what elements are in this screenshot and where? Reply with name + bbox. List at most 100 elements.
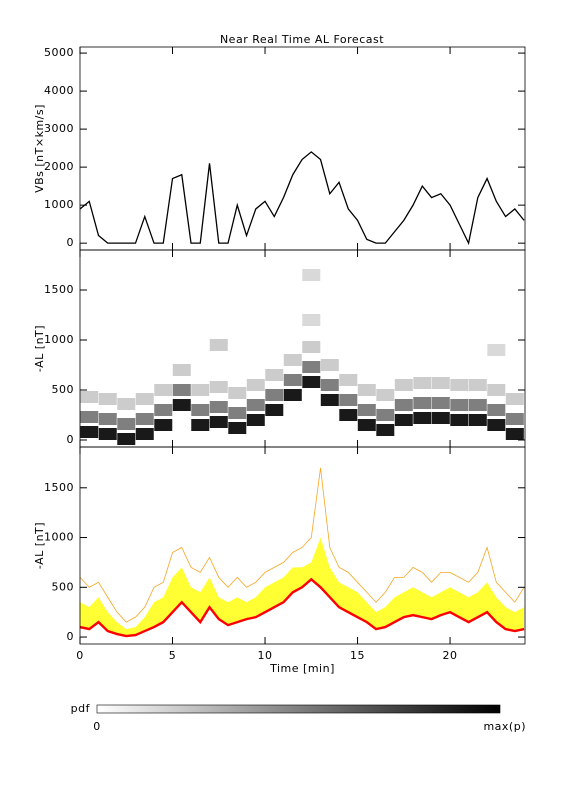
pdf-cell xyxy=(487,344,506,356)
x-tick-label: 0 xyxy=(76,649,84,662)
pdf-cell xyxy=(246,399,265,411)
pdf-cell xyxy=(209,381,228,393)
pdf-cell xyxy=(320,394,339,406)
line xyxy=(80,151,525,246)
pdf-cell xyxy=(376,424,395,436)
pdf-cell xyxy=(246,379,265,391)
y-tick-label: 1500 xyxy=(44,283,74,296)
pdf-cell xyxy=(283,389,302,401)
pdf-cell xyxy=(357,404,376,416)
pdf-cell xyxy=(357,384,376,396)
pdf-cell xyxy=(209,339,228,351)
pdf-cell xyxy=(80,391,99,403)
pdf-cell xyxy=(339,394,358,406)
pdf-cell xyxy=(283,374,302,386)
pdf-cell xyxy=(228,407,247,419)
pdf-cell xyxy=(302,376,321,388)
y-tick-label: 500 xyxy=(52,383,75,396)
pdf-cell xyxy=(191,404,210,416)
pdf-cell xyxy=(376,409,395,421)
y-tick-label: 4000 xyxy=(44,84,74,97)
pdf-cell xyxy=(431,397,450,409)
pdf-cell xyxy=(265,389,284,401)
pdf-cell xyxy=(357,419,376,431)
pdf-cell xyxy=(505,428,524,440)
pdf-cell xyxy=(135,428,154,440)
y-tick-label: 1500 xyxy=(44,481,74,494)
pdf-cell xyxy=(339,409,358,421)
pdf-cell xyxy=(209,416,228,428)
x-tick-label: 10 xyxy=(258,649,273,662)
y-tick-label: 500 xyxy=(52,580,75,593)
chart-title: Near Real Time AL Forecast xyxy=(220,33,384,46)
pdf-cell xyxy=(117,433,136,445)
pdf-cell xyxy=(302,341,321,353)
pdf-cell xyxy=(154,384,173,396)
pdf-cell xyxy=(505,413,524,425)
pdf-cell xyxy=(413,377,432,389)
y-tick-label: 1000 xyxy=(44,531,74,544)
pdf-cell xyxy=(154,419,173,431)
pdf-cell xyxy=(413,397,432,409)
colorbar-max: max(p) xyxy=(483,720,526,733)
y-tick-label: 5000 xyxy=(44,46,74,59)
line xyxy=(80,467,525,623)
x-tick-label: 20 xyxy=(443,649,458,662)
pdf-cell xyxy=(265,404,284,416)
y-axis-label: -AL [nT] xyxy=(33,325,46,372)
colorbar-min: 0 xyxy=(93,720,101,733)
pdf-cell xyxy=(505,393,524,405)
pdf-cell xyxy=(172,364,191,376)
pdf-cell xyxy=(283,354,302,366)
pdf-cell xyxy=(302,269,321,281)
pdf-cell xyxy=(172,399,191,411)
pdf-cell xyxy=(468,379,487,391)
pdf-cell xyxy=(320,379,339,391)
pdf-cell xyxy=(117,418,136,430)
pdf-cell xyxy=(468,399,487,411)
pdf-cell xyxy=(487,384,506,396)
pdf-cell xyxy=(98,413,117,425)
pdf-cell xyxy=(394,414,413,426)
y-tick-label: 3000 xyxy=(44,122,74,135)
pdf-cell xyxy=(172,384,191,396)
y-tick-label: 1000 xyxy=(44,333,74,346)
colorbar xyxy=(96,704,501,714)
plot-area xyxy=(80,151,525,246)
plot-area xyxy=(80,269,524,445)
pdf-cell xyxy=(80,411,99,423)
pdf-cell xyxy=(209,401,228,413)
pdf-cell xyxy=(487,419,506,431)
pdf-cell xyxy=(468,414,487,426)
line xyxy=(80,577,525,638)
pdf-cell xyxy=(117,398,136,410)
pdf-cell xyxy=(135,393,154,405)
pdf-cell xyxy=(191,384,210,396)
x-tick-label: 5 xyxy=(169,649,177,662)
frame xyxy=(79,446,526,645)
pdf-cell xyxy=(487,404,506,416)
y-tick-label: 0 xyxy=(67,433,75,446)
pdf-cell xyxy=(154,404,173,416)
pdf-cell xyxy=(450,414,469,426)
pdf-cell xyxy=(228,422,247,434)
x-tick-label: 15 xyxy=(350,649,365,662)
y-tick-label: 1000 xyxy=(44,198,74,211)
pdf-cell xyxy=(450,379,469,391)
plot-area xyxy=(80,467,525,638)
pdf-cell xyxy=(191,419,210,431)
pdf-cell xyxy=(320,359,339,371)
colorbar-label: pdf xyxy=(71,702,91,715)
pdf-cell xyxy=(302,361,321,373)
pdf-cell xyxy=(394,379,413,391)
y-tick-label: 2000 xyxy=(44,160,74,173)
pdf-cell xyxy=(302,314,321,326)
pdf-cell xyxy=(339,374,358,386)
pdf-cell xyxy=(98,393,117,405)
y-tick-label: 0 xyxy=(67,236,75,249)
pdf-cell xyxy=(265,369,284,381)
pdf-cell xyxy=(246,414,265,426)
x-axis-label: Time [min] xyxy=(269,662,335,675)
pdf-cell xyxy=(376,389,395,401)
